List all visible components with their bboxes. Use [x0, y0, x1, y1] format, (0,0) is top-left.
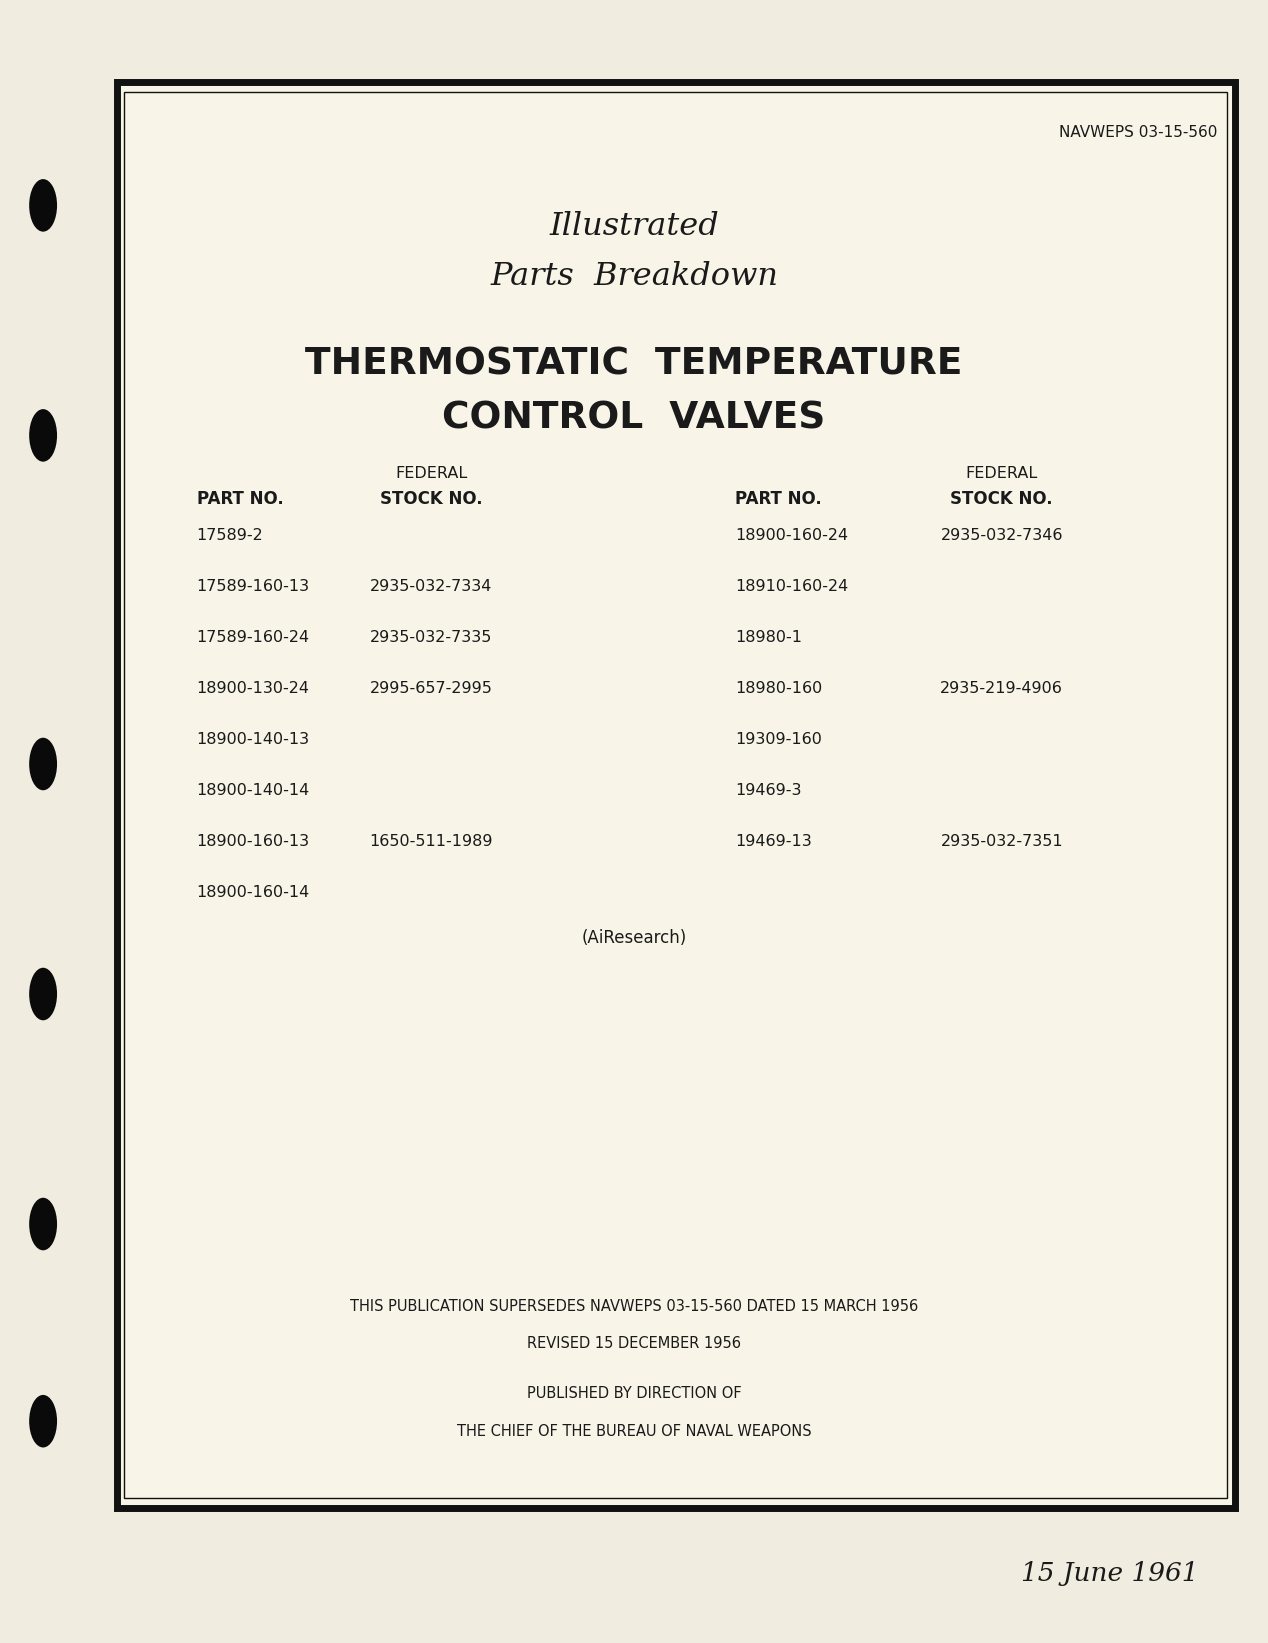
Text: FEDERAL: FEDERAL — [966, 465, 1037, 481]
Text: 18900-160-24: 18900-160-24 — [735, 527, 848, 544]
Ellipse shape — [29, 409, 57, 462]
Text: 19469-13: 19469-13 — [735, 833, 813, 849]
Text: 18900-140-14: 18900-140-14 — [197, 782, 309, 798]
Text: 17589-160-13: 17589-160-13 — [197, 578, 309, 595]
Text: PUBLISHED BY DIRECTION OF: PUBLISHED BY DIRECTION OF — [526, 1385, 742, 1401]
Text: 2935-032-7334: 2935-032-7334 — [370, 578, 492, 595]
Text: STOCK NO.: STOCK NO. — [380, 491, 482, 508]
Ellipse shape — [29, 1198, 57, 1250]
Text: 2935-032-7351: 2935-032-7351 — [941, 833, 1063, 849]
Text: 2935-219-4906: 2935-219-4906 — [941, 680, 1063, 697]
Text: PART NO.: PART NO. — [735, 491, 822, 508]
Text: 18900-160-14: 18900-160-14 — [197, 884, 309, 900]
Ellipse shape — [29, 1395, 57, 1447]
Text: 2935-032-7335: 2935-032-7335 — [370, 629, 492, 646]
Text: 1650-511-1989: 1650-511-1989 — [369, 833, 493, 849]
Text: 18980-1: 18980-1 — [735, 629, 803, 646]
Text: FEDERAL: FEDERAL — [396, 465, 467, 481]
Text: NAVWEPS 03-15-560: NAVWEPS 03-15-560 — [1059, 125, 1217, 140]
Text: 19309-160: 19309-160 — [735, 731, 823, 748]
Ellipse shape — [29, 738, 57, 790]
Text: THIS PUBLICATION SUPERSEDES NAVWEPS 03-15-560 DATED 15 MARCH 1956: THIS PUBLICATION SUPERSEDES NAVWEPS 03-1… — [350, 1298, 918, 1314]
Text: 17589-160-24: 17589-160-24 — [197, 629, 309, 646]
Text: (AiResearch): (AiResearch) — [581, 930, 687, 946]
Text: 18900-160-13: 18900-160-13 — [197, 833, 309, 849]
Text: CONTROL  VALVES: CONTROL VALVES — [443, 401, 825, 437]
Text: 18900-140-13: 18900-140-13 — [197, 731, 309, 748]
Text: 15 June 1961: 15 June 1961 — [1021, 1561, 1198, 1587]
Bar — [124, 92, 1227, 1498]
Text: 17589-2: 17589-2 — [197, 527, 264, 544]
Text: Illustrated: Illustrated — [549, 212, 719, 242]
Text: THE CHIEF OF THE BUREAU OF NAVAL WEAPONS: THE CHIEF OF THE BUREAU OF NAVAL WEAPONS — [456, 1423, 812, 1439]
Ellipse shape — [29, 179, 57, 232]
Text: 18910-160-24: 18910-160-24 — [735, 578, 848, 595]
Text: THERMOSTATIC  TEMPERATURE: THERMOSTATIC TEMPERATURE — [306, 347, 962, 383]
Bar — [117, 82, 1235, 1508]
Text: 19469-3: 19469-3 — [735, 782, 801, 798]
Text: REVISED 15 DECEMBER 1956: REVISED 15 DECEMBER 1956 — [527, 1336, 741, 1352]
Text: 18980-160: 18980-160 — [735, 680, 823, 697]
Ellipse shape — [29, 968, 57, 1020]
Text: 2995-657-2995: 2995-657-2995 — [370, 680, 492, 697]
Text: 2935-032-7346: 2935-032-7346 — [941, 527, 1063, 544]
Text: PART NO.: PART NO. — [197, 491, 283, 508]
Text: STOCK NO.: STOCK NO. — [951, 491, 1052, 508]
Text: Parts  Breakdown: Parts Breakdown — [489, 261, 779, 291]
Text: 18900-130-24: 18900-130-24 — [197, 680, 309, 697]
